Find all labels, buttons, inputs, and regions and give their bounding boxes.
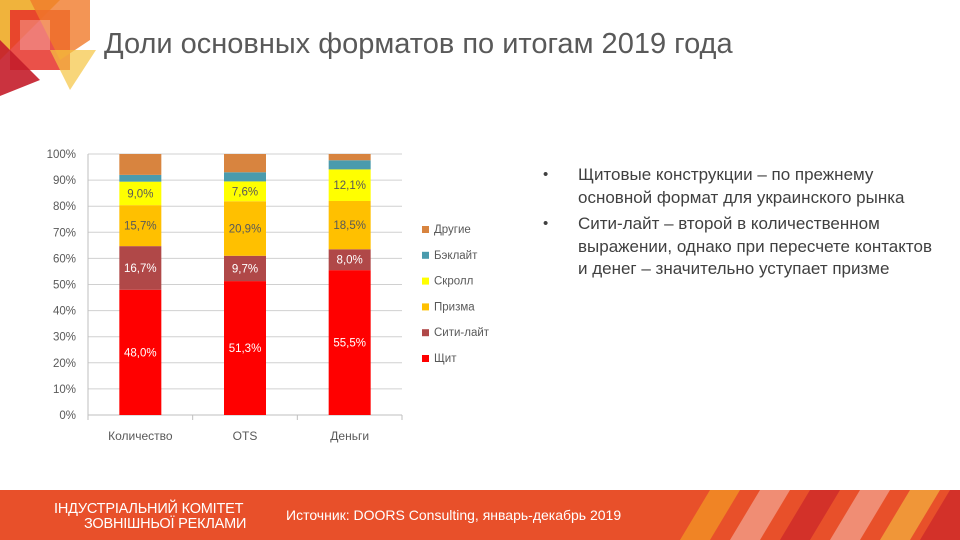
y-tick-label: 20% (53, 358, 76, 370)
y-tick-label: 100% (47, 149, 76, 161)
legend-swatch (422, 303, 429, 311)
page-title: Доли основных форматов по итогам 2019 го… (104, 28, 733, 60)
data-label: 51,3% (229, 343, 262, 355)
data-label: 8,0% (337, 255, 363, 267)
org-name-line2: ЗОВНІШНЬОЇ РЕКЛАМИ (84, 516, 247, 532)
bar-segment (119, 174, 162, 182)
data-label: 9,7% (232, 263, 258, 275)
data-label: 20,9% (229, 224, 262, 236)
bullet-list: • Щитовые конструкции – по прежнему осно… (540, 164, 940, 285)
y-tick-label: 90% (53, 175, 76, 187)
y-tick-label: 10% (53, 384, 76, 396)
legend-label: Сити-лайт (434, 327, 490, 339)
stacked-bar-chart: 0% 10% 20% 30% 40% 50% 60% 70% 80% 90% 100% 48,0% 16… (47, 149, 490, 443)
bar-segment (224, 181, 266, 202)
y-tick-label: 40% (53, 306, 76, 318)
footer-pattern-icon (680, 490, 960, 540)
bar-segment (328, 160, 371, 170)
bar-segment (328, 270, 371, 415)
bar-segment (224, 154, 266, 173)
legend-swatch (422, 251, 429, 259)
x-tick-label: Количество (108, 429, 173, 443)
data-label: 12,1% (333, 180, 366, 192)
footer-bar: ІНДУСТРІАЛЬНИЙ КОМІТЕТ ЗОВНІШНЬОЇ РЕКЛАМ… (0, 490, 960, 540)
bar-segment (328, 249, 371, 271)
bar-segment (328, 154, 371, 161)
x-tick-label: Деньги (330, 429, 369, 443)
data-label: 18,5% (333, 220, 366, 232)
legend-label: Щит (434, 353, 457, 365)
data-label: 7,6% (232, 186, 258, 198)
legend-swatch (422, 226, 429, 233)
bullet-dot-icon: • (543, 215, 549, 232)
bar-segment (224, 281, 266, 415)
data-label: 55,5% (333, 338, 366, 350)
legend-swatch (422, 329, 429, 337)
bar-segment (328, 200, 371, 250)
y-tick-label: 60% (53, 253, 76, 265)
y-tick-label: 0% (59, 410, 76, 422)
bar-segment (224, 172, 266, 182)
legend-label: Призма (434, 301, 475, 313)
x-tick-label: OTS (233, 429, 258, 443)
legend-swatch (422, 277, 429, 285)
legend-label: Другие (434, 224, 471, 236)
data-label: 16,7% (124, 263, 157, 275)
org-name: ІНДУСТРІАЛЬНИЙ КОМІТЕТ ЗОВНІШНЬОЇ РЕКЛАМ… (54, 502, 246, 532)
data-label: 48,0% (124, 347, 157, 359)
legend-label: Скролл (434, 276, 473, 288)
bar-segment (119, 154, 162, 175)
bullet-text: Сити-лайт – второй в количественном выра… (578, 214, 932, 278)
bullet-item: • Щитовые конструкции – по прежнему осно… (540, 164, 940, 209)
bar-segment (224, 255, 266, 282)
y-tick-label: 30% (53, 332, 76, 344)
y-tick-label: 80% (53, 201, 76, 213)
legend-label: Бэклайт (434, 250, 478, 262)
org-name-line1: ІНДУСТРІАЛЬНИЙ КОМІТЕТ (54, 501, 244, 517)
bar-segment (119, 289, 162, 415)
legend-swatch (422, 355, 429, 362)
logo-pattern-icon (0, 0, 96, 96)
bar-segment (224, 201, 266, 256)
y-tick-label: 50% (53, 280, 76, 292)
bullet-text: Щитовые конструкции – по прежнему основн… (578, 165, 905, 207)
source-note: Источник: DOORS Consulting, январь-декаб… (286, 507, 622, 523)
bar-segment (328, 169, 371, 201)
data-label: 9,0% (127, 188, 153, 200)
bullet-dot-icon: • (543, 166, 549, 183)
bullet-item: • Сити-лайт – второй в количественном вы… (540, 213, 940, 281)
bar-segment (119, 181, 162, 206)
bar-segment (119, 246, 162, 290)
data-label: 15,7% (124, 221, 157, 233)
y-tick-label: 70% (53, 227, 76, 239)
bar-segment (119, 205, 162, 247)
